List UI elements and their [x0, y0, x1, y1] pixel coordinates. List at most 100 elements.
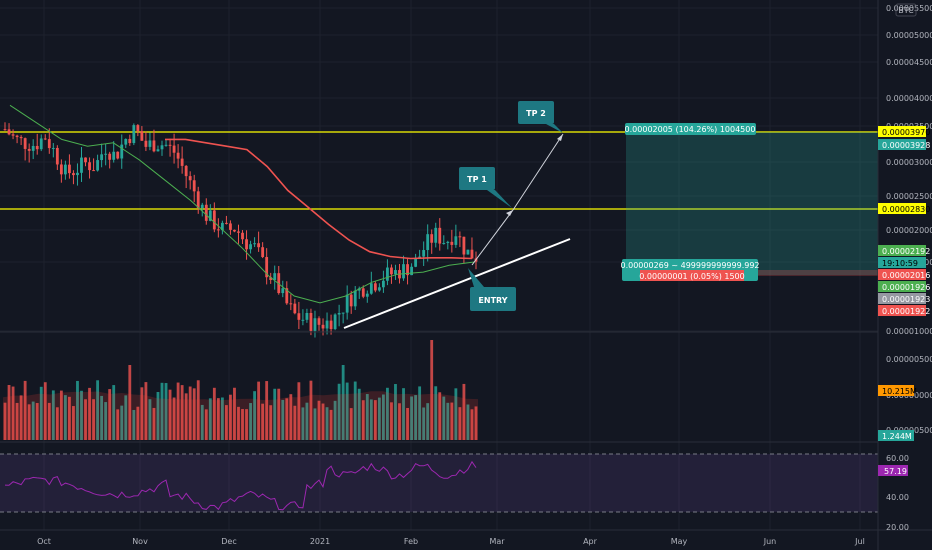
volume-bar: [426, 403, 430, 440]
volume-bar: [450, 402, 454, 440]
currency-label: BTC: [898, 6, 914, 15]
price-tick-label: 0.00004500: [886, 58, 932, 67]
candle-body: [390, 267, 393, 275]
rsi-marker-bg: [878, 465, 908, 476]
arrow-to-tp2[interactable]: [512, 133, 564, 211]
support-trendline[interactable]: [343, 238, 571, 329]
tp1-callout[interactable]: TP 1: [459, 167, 512, 208]
volume-marker-bg: [878, 430, 914, 441]
target-info-box[interactable]: 0.00002005 (104.26%) 1004500: [625, 123, 756, 135]
volume-bar: [140, 387, 144, 440]
volume-bar: [434, 386, 438, 440]
price-marker: 0.00001923: [878, 293, 930, 304]
candle-body: [353, 290, 357, 307]
candle-body: [373, 283, 377, 291]
time-axis[interactable]: Oct Nov Dec 2021 Feb Mar Apr May Jun Jul: [37, 537, 865, 546]
candle-body: [369, 283, 373, 294]
volume-bar: [365, 394, 369, 440]
arrow-head-tp2-icon: [557, 134, 563, 141]
candle-body: [321, 324, 325, 329]
rsi-tick-label: 60.00: [886, 454, 909, 463]
candle-body: [281, 288, 285, 294]
volume-bar: [422, 407, 426, 440]
stop-info-box[interactable]: 0.00000269 ~ 499999999999.992 0.00000001…: [620, 259, 760, 281]
volume-bar: [446, 402, 450, 440]
volume-bar: [253, 391, 256, 440]
entry-callout-box: [470, 287, 516, 311]
candle-body: [277, 273, 281, 294]
volume-bar: [241, 409, 244, 440]
volume-bar: [394, 384, 397, 440]
volume-bar: [418, 386, 422, 440]
volume-bar: [152, 407, 156, 440]
volume-bar: [108, 389, 112, 440]
volume-bar: [31, 401, 35, 440]
candle-body: [196, 191, 200, 209]
candle-body: [23, 138, 27, 149]
candle-body: [68, 164, 71, 174]
time-tick-label: Jun: [763, 537, 777, 546]
volume-bar: [200, 404, 204, 440]
volume-bar: [63, 395, 67, 440]
candle-body: [313, 318, 317, 331]
volume-bar: [257, 381, 261, 440]
volume-bar: [212, 387, 216, 440]
price-marker: 0.00003928: [878, 139, 930, 150]
candle-body: [144, 140, 148, 147]
rsi-marker-text: 57.19: [884, 467, 907, 476]
volume-bar: [285, 398, 289, 440]
candle-body: [212, 210, 216, 230]
volume-bar: [373, 400, 377, 440]
arrow-to-tp1[interactable]: [471, 209, 514, 266]
candle-body: [341, 312, 345, 314]
candle-body: [92, 170, 95, 172]
candle-body: [156, 149, 160, 152]
volume-bar: [313, 408, 317, 440]
candle-body: [88, 162, 91, 171]
candle-body: [124, 138, 128, 145]
volume-bar: [402, 388, 405, 440]
volume-bar: [289, 394, 293, 440]
candle-body: [15, 135, 19, 138]
volume-bar: [261, 403, 265, 440]
price-marker: 0.00003970: [878, 126, 930, 137]
volume-bar: [466, 404, 470, 440]
volume-bar: [281, 399, 285, 440]
volume-bar: [454, 388, 458, 440]
volume-bar: [59, 390, 63, 440]
volume-bar: [168, 389, 172, 440]
candle-body: [188, 176, 192, 181]
candle-body: [361, 288, 365, 297]
candle-body: [116, 151, 120, 159]
candle-body: [410, 266, 413, 276]
price-tick-label: 0.00005500: [886, 4, 932, 13]
candle-body: [237, 231, 240, 233]
currency-badge[interactable]: BTC: [895, 3, 917, 17]
volume-bar: [3, 402, 7, 440]
candle-body: [337, 313, 341, 315]
volume-bar: [84, 399, 87, 440]
candle-body: [253, 243, 256, 245]
volume-bar: [160, 382, 164, 440]
candle-body: [43, 138, 47, 140]
candle-body: [172, 145, 176, 153]
tp2-callout[interactable]: TP 2: [518, 101, 563, 133]
entry-callout[interactable]: ENTRY: [468, 268, 516, 311]
candle-body: [442, 242, 446, 244]
price-marker-text: 0.00003970: [882, 128, 930, 137]
volume-tick-label: 0.00000500: [886, 355, 932, 364]
rsi-marker: 57.19: [878, 465, 908, 476]
price-marker-text: 0.00002016: [882, 271, 930, 280]
candle-body: [438, 227, 442, 244]
candle-body: [225, 222, 228, 224]
candle-body: [418, 256, 422, 258]
rsi-axis[interactable]: 60.00 40.00 20.00: [886, 454, 909, 532]
candle-body: [128, 138, 132, 144]
time-tick-label: Oct: [37, 537, 51, 546]
volume-marker-bg: [878, 385, 914, 396]
candle-body: [297, 313, 301, 320]
volume-bar: [301, 407, 305, 440]
volume-bar: [172, 397, 176, 440]
